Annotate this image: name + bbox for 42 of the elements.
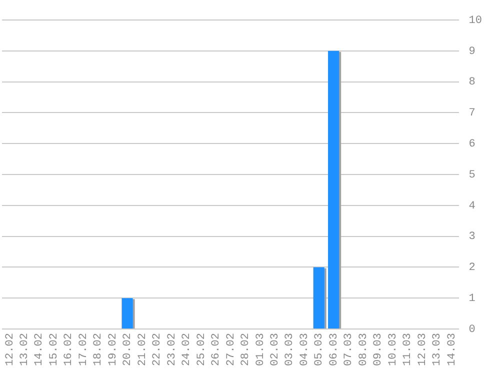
y-tick-label: 1 (468, 293, 476, 305)
x-tick-label: 16.02 (63, 332, 76, 366)
y-tick-label: 5 (468, 169, 476, 182)
y-tick-label: 8 (468, 76, 476, 89)
y-tick-label: 6 (468, 138, 476, 151)
x-tick-label: 19.02 (107, 332, 120, 366)
x-tick-label: 10.03 (387, 332, 400, 366)
x-tick-label: 14.03 (446, 332, 458, 366)
x-tick-label: 14.02 (34, 332, 46, 366)
x-tick-label: 18.02 (92, 332, 105, 366)
x-tick-label: 01.03 (254, 332, 267, 366)
x-tick-label: 22.02 (152, 332, 164, 366)
y-tick-label: 7 (468, 108, 476, 120)
x-tick-label: 06.03 (328, 332, 340, 366)
x-tick-label: 26.02 (210, 332, 223, 366)
x-tick-label: 09.03 (372, 332, 385, 366)
x-tick-label: 02.03 (270, 332, 282, 366)
y-tick-label: 9 (468, 46, 476, 58)
x-tick-label: 12.02 (4, 332, 16, 366)
y-tick-label: 3 (468, 231, 476, 244)
x-tick-label: 23.02 (166, 332, 178, 366)
x-tick-label: 13.02 (19, 332, 32, 366)
x-tick-label: 04.03 (298, 332, 311, 366)
x-tick-label: 05.03 (314, 332, 326, 366)
y-tick-label: 0 (468, 324, 476, 336)
x-tick-label: 03.03 (284, 332, 296, 366)
y-tick-label: 4 (468, 200, 476, 212)
x-tick-label: 08.03 (358, 332, 370, 366)
x-tick-label: 12.03 (416, 332, 429, 366)
x-tick-label: 13.03 (432, 332, 444, 366)
x-tick-label: 28.02 (240, 332, 252, 366)
x-tick-label: 17.02 (78, 332, 90, 366)
x-tick-label: 15.02 (48, 332, 60, 366)
x-tick-label: 27.02 (225, 332, 238, 366)
x-tick-label: 21.02 (136, 332, 149, 366)
y-tick-label: 10 (468, 14, 482, 27)
y-tick-label: 2 (468, 262, 476, 274)
x-tick-label: 07.03 (343, 332, 356, 366)
x-tick-label: 11.03 (402, 332, 414, 366)
x-tick-label: 25.02 (196, 332, 208, 366)
x-tick-label: 20.02 (122, 332, 134, 366)
x-tick-label: 24.02 (181, 332, 194, 366)
